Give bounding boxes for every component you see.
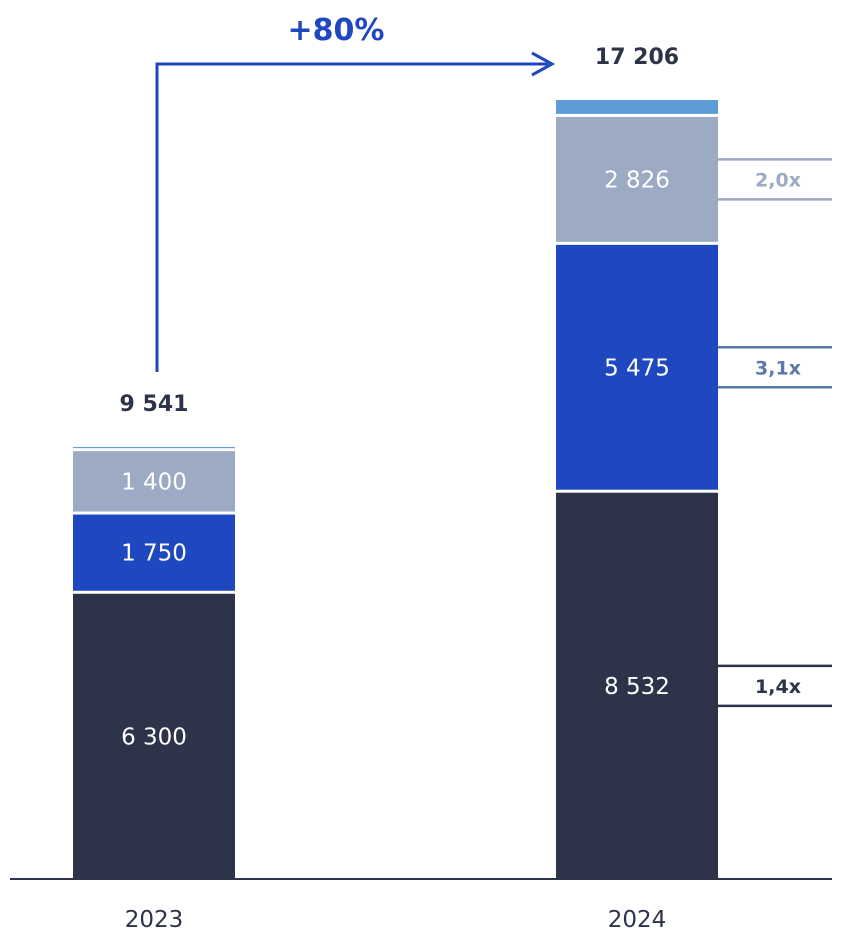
segment-value-label: 2 826 <box>604 167 670 193</box>
segment-value-label: 1 400 <box>121 469 187 495</box>
bars-layer <box>73 100 718 879</box>
multiplier-label: 2,0x <box>755 169 801 191</box>
annotations-layer <box>155 51 832 708</box>
segment-value-label: 8 532 <box>604 674 670 700</box>
bar-segment-2023-1 <box>73 593 235 879</box>
bar-segment-2023-4 <box>73 447 235 449</box>
bar-segment-2024-1 <box>556 492 718 879</box>
segment-value-label: 6 300 <box>121 724 187 750</box>
total-value-label: 17 206 <box>595 45 679 70</box>
bar-segment-2024-3 <box>556 116 718 242</box>
category-tick-label: 2023 <box>125 907 184 933</box>
total-value-label: 9 541 <box>120 392 189 417</box>
growth-arrow-head <box>531 51 556 77</box>
growth-arrow-line <box>155 62 548 372</box>
bar-segment-2023-2 <box>73 514 235 591</box>
segment-value-label: 1 750 <box>121 541 187 567</box>
bar-segment-2024-4 <box>556 100 718 114</box>
multiplier-label: 1,4x <box>755 676 801 698</box>
growth-percentage-label: +80% <box>288 13 385 48</box>
category-tick-label: 2024 <box>608 907 667 933</box>
segment-value-label: 5 475 <box>604 355 670 381</box>
bar-segment-2023-3 <box>73 451 235 512</box>
bar-segment-2024-2 <box>556 244 718 490</box>
multiplier-label: 3,1x <box>755 357 801 379</box>
labels-layer: 6 300 1 750 1 400 9 541 2023 8 532 5 475 2 826 1… <box>120 13 801 933</box>
